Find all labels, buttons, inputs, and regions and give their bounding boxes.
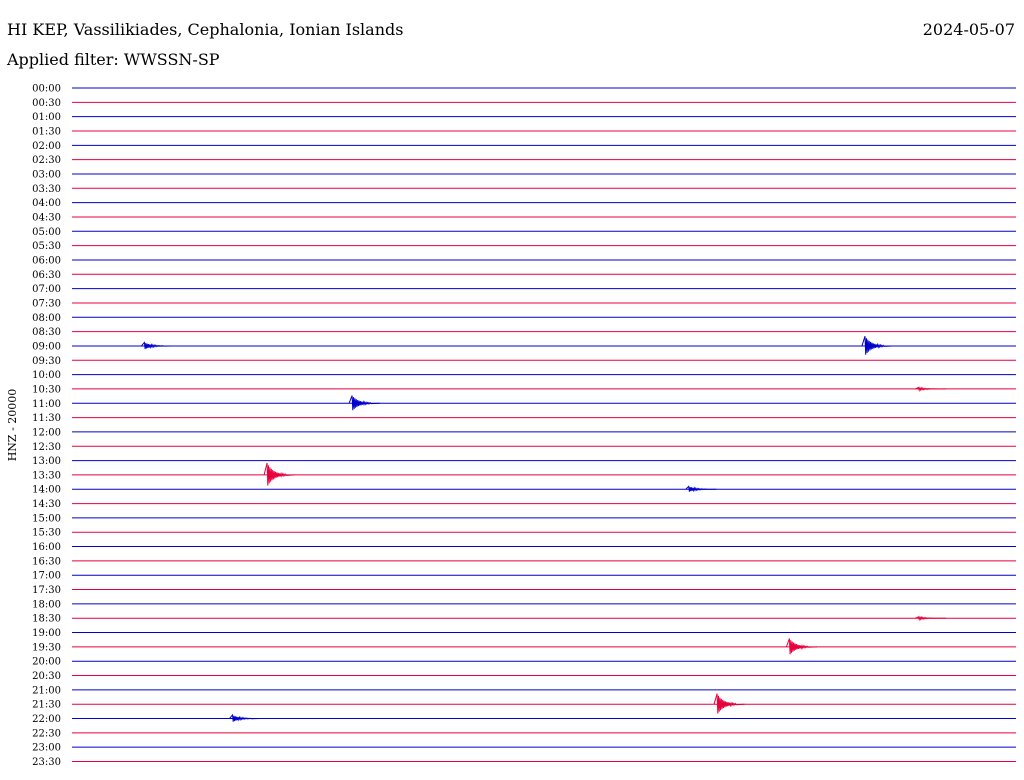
- seismic-event: [915, 615, 947, 622]
- row-time-label: 15:00: [32, 513, 61, 524]
- row-time-label: 06:30: [32, 270, 61, 281]
- row-time-label: 20:30: [32, 671, 61, 682]
- row-time-label: 06:00: [32, 255, 61, 266]
- row-time-label: 11:00: [32, 399, 61, 410]
- row-time-label: 14:30: [32, 499, 61, 510]
- row-time-label: 23:30: [32, 757, 61, 768]
- row-time-label: 18:30: [32, 614, 61, 625]
- row-time-label: 10:00: [32, 370, 61, 381]
- row-time-label: 01:30: [32, 126, 61, 137]
- seismic-event: [861, 335, 893, 355]
- seismic-event: [348, 395, 380, 411]
- seismic-event: [713, 693, 745, 714]
- row-time-label: 05:30: [32, 241, 61, 252]
- row-time-label: 18:00: [32, 599, 61, 610]
- row-time-label: 20:00: [32, 657, 61, 668]
- row-time-label: 22:00: [32, 714, 61, 725]
- seismic-event: [785, 638, 818, 655]
- row-time-label: 04:30: [32, 212, 61, 223]
- row-time-label: 23:00: [32, 743, 61, 754]
- row-time-label: 09:00: [32, 341, 61, 352]
- seismic-event: [140, 341, 172, 350]
- row-time-label: 12:00: [32, 427, 61, 438]
- row-time-label: 09:30: [32, 356, 61, 367]
- row-time-label: 04:00: [32, 198, 61, 209]
- row-time-label: 21:00: [32, 685, 61, 696]
- row-time-label: 08:00: [32, 313, 61, 324]
- y-axis-label: HNZ - 20000: [6, 389, 19, 462]
- seismic-event: [685, 485, 717, 493]
- row-time-label: 15:30: [32, 528, 61, 539]
- row-time-label: 07:00: [32, 284, 61, 295]
- row-time-label: 22:30: [32, 728, 61, 739]
- row-time-label: 00:00: [32, 84, 61, 95]
- seismic-event: [915, 386, 947, 393]
- row-time-label: 07:30: [32, 298, 61, 309]
- date-label: 2024-05-07: [922, 20, 1015, 39]
- row-time-label: 14:00: [32, 485, 61, 496]
- row-time-label: 08:30: [32, 327, 61, 338]
- row-time-label: 17:00: [32, 571, 61, 582]
- row-time-label: 13:00: [32, 456, 61, 467]
- row-time-label: 16:00: [32, 542, 61, 553]
- row-time-label: 19:30: [32, 642, 61, 653]
- row-time-label: 00:30: [32, 98, 61, 109]
- row-time-label: 16:30: [32, 556, 61, 567]
- row-time-label: 01:00: [32, 112, 61, 123]
- row-time-label: 19:00: [32, 628, 61, 639]
- row-time-label: 11:30: [32, 413, 61, 424]
- filter-label: Applied filter: WWSSN-SP: [7, 50, 220, 69]
- row-time-label: 10:30: [32, 384, 61, 395]
- row-time-label: 21:30: [32, 700, 61, 711]
- row-time-label: 13:30: [32, 470, 61, 481]
- seismic-event: [229, 713, 261, 722]
- seismic-event: [263, 462, 295, 486]
- row-time-label: 03:30: [32, 184, 61, 195]
- row-time-label: 02:00: [32, 141, 61, 152]
- row-time-label: 12:30: [32, 442, 61, 453]
- row-time-label: 02:30: [32, 155, 61, 166]
- station-title: HI KEP, Vassilikiades, Cephalonia, Ionia…: [7, 20, 404, 39]
- row-time-label: 17:30: [32, 585, 61, 596]
- trace-rows: 00:00 00:30 01:00 01:30 02:00 02:30 03:00 03:30…: [32, 84, 1016, 768]
- row-time-label: 05:00: [32, 227, 61, 238]
- row-time-label: 03:00: [32, 169, 61, 180]
